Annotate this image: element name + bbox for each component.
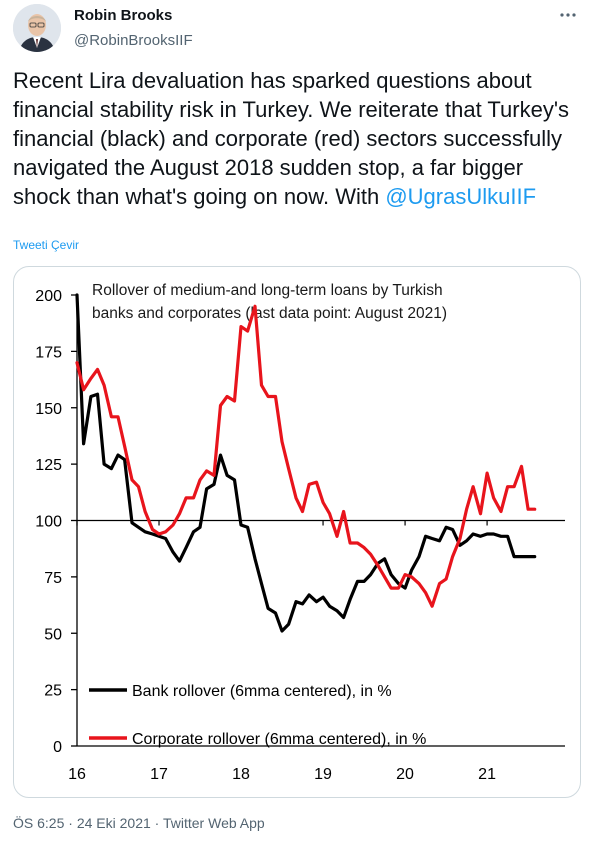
y-tick-label: 75 xyxy=(44,570,62,587)
tweet-time[interactable]: ÖS 6:25 xyxy=(13,815,65,831)
tweet-date[interactable]: 24 Eki 2021 xyxy=(76,815,151,831)
legend-label-corporate: Corporate rollover (6mma centered), in % xyxy=(132,731,426,748)
more-options-icon[interactable] xyxy=(557,4,579,26)
rollover-chart: 200 175 150 125 100 75 50 25 0 16 17 18 19 20 21 Rollo… xyxy=(35,282,565,783)
chart-title-line1: Rollover of medium-and long-term loans b… xyxy=(92,282,443,299)
y-tick-label: 25 xyxy=(44,683,62,700)
legend-label-bank: Bank rollover (6mma centered), in % xyxy=(132,683,392,700)
chart-legend: Bank rollover (6mma centered), in % Corpo… xyxy=(89,683,426,748)
tweet-meta: ÖS 6:25 · 24 Eki 2021 · Twitter Web App xyxy=(13,815,265,831)
y-tick-label: 50 xyxy=(44,626,62,643)
tweet-app[interactable]: Twitter Web App xyxy=(162,815,265,831)
meta-separator: · xyxy=(154,815,160,831)
y-tick-label: 0 xyxy=(53,739,62,756)
corporate-rollover-line xyxy=(75,304,537,608)
x-tick-label: 17 xyxy=(150,766,168,783)
chart-title-line2: banks and corporates (last data point: A… xyxy=(92,305,447,322)
x-tick-label: 21 xyxy=(478,766,496,783)
bank-rollover-line xyxy=(75,293,537,633)
chart-card[interactable]: 200 175 150 125 100 75 50 25 0 16 17 18 19 20 21 Rollo… xyxy=(13,266,581,798)
x-tick-label: 19 xyxy=(314,766,332,783)
avatar[interactable] xyxy=(13,4,61,52)
y-tick-label: 125 xyxy=(35,457,62,474)
mention-link[interactable]: @UgrasUlkuIIF xyxy=(385,184,537,209)
x-tick-label: 18 xyxy=(232,766,250,783)
author-name[interactable]: Robin Brooks xyxy=(74,7,173,24)
author-handle[interactable]: @RobinBrooksIIF xyxy=(74,32,193,49)
x-tick-label: 20 xyxy=(396,766,414,783)
x-tick-label: 16 xyxy=(68,766,86,783)
avatar-image xyxy=(13,4,61,52)
y-tick-label: 100 xyxy=(35,514,62,531)
y-tick-label: 150 xyxy=(35,401,62,418)
tweet-body: Recent Lira devaluation has sparked ques… xyxy=(13,68,570,209)
chart-axes: 200 175 150 125 100 75 50 25 0 16 17 18 19 20 21 xyxy=(35,288,565,783)
translate-tweet-link[interactable]: Tweeti Çevir xyxy=(13,238,80,252)
y-tick-label: 200 xyxy=(35,288,62,305)
tweet-text: Recent Lira devaluation has sparked ques… xyxy=(13,66,583,211)
chart-series xyxy=(75,293,537,633)
y-tick-label: 175 xyxy=(35,344,62,361)
meta-separator: · xyxy=(68,815,73,831)
